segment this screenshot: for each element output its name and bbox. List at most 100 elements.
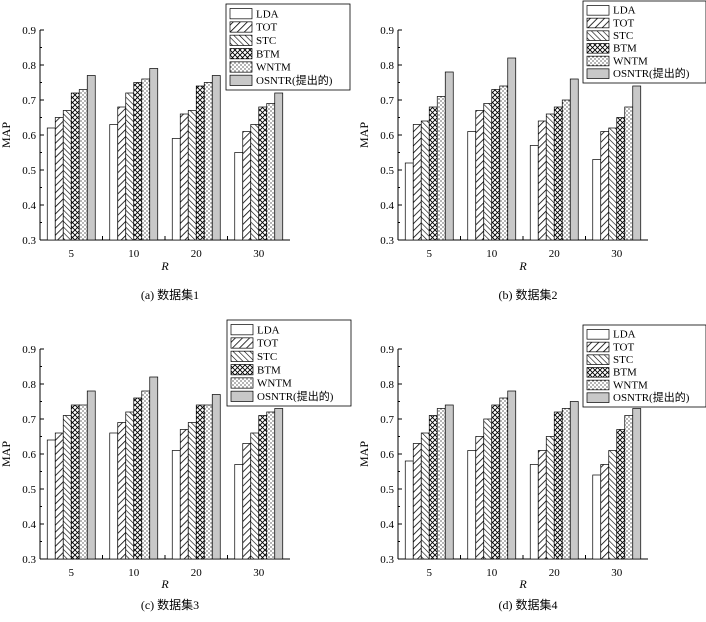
y-tick-label: 0.5 [22, 484, 36, 496]
bar-osntr-r10 [149, 376, 159, 560]
bar-wntm-r10 [141, 78, 151, 241]
y-tick-label: 0.6 [22, 449, 36, 461]
bar-lda-r10 [109, 432, 119, 560]
bar-osntr-r10 [507, 390, 517, 560]
bar-lda-r5 [46, 127, 56, 241]
legend-swatch [586, 392, 610, 403]
x-tick-label: 5 [69, 567, 75, 579]
bar-tot-r20 [537, 450, 547, 560]
panel-caption: (b) 数据集2 [499, 287, 558, 302]
x-tick-label: 5 [69, 248, 75, 260]
bar-osntr-r5 [86, 75, 96, 241]
y-tick-label: 0.5 [22, 165, 36, 177]
y-tick-label: 0.3 [380, 554, 394, 566]
bar-btm-r5 [70, 92, 80, 241]
bar-stc-r30 [250, 124, 260, 241]
bar-tot-r20 [179, 113, 189, 241]
x-tick-label: 30 [253, 567, 265, 579]
y-tick-label: 0.7 [22, 95, 36, 107]
legend-label: BTM [613, 367, 637, 379]
bar-stc-r20 [187, 422, 197, 560]
legend-swatch [586, 30, 610, 41]
legend-label: LDA [256, 8, 279, 20]
bar-wntm-r20 [561, 99, 571, 241]
x-tick-label: 20 [549, 567, 561, 579]
bar-osntr-r10 [149, 68, 159, 241]
legend-label: BTM [613, 43, 637, 55]
legend-swatch [586, 5, 610, 16]
y-axis-title: MAP [0, 441, 13, 467]
bar-osntr-r30 [632, 408, 642, 560]
bar-btm-r30 [616, 117, 626, 241]
legend-swatch [586, 341, 610, 353]
bar-tot-r5 [54, 432, 64, 560]
x-tick-label: 20 [549, 248, 561, 260]
y-tick-label: 0.7 [380, 95, 394, 107]
bar-osntr-r30 [632, 85, 642, 241]
y-tick-label: 0.7 [22, 414, 36, 426]
bar-stc-r5 [62, 110, 72, 241]
legend-label: STC [256, 35, 276, 47]
x-tick-label: 10 [486, 567, 498, 579]
bar-stc-r20 [187, 110, 197, 241]
bar-stc-r5 [420, 432, 430, 560]
bar-tot-r10 [117, 106, 127, 241]
legend-swatch [586, 17, 610, 29]
bar-osntr-r20 [211, 394, 221, 560]
bar-stc-r10 [483, 418, 493, 560]
legend-label: WNTM [257, 378, 292, 390]
y-axis-title: MAP [0, 122, 13, 148]
chart-panel-3: 0.3 0.4 0.5 0.6 0.7 0.8 0.9 5 10 20 30 MAP R (c) 数据集3… [0, 319, 352, 612]
x-tick-label: 20 [191, 248, 203, 260]
bar-stc-r10 [483, 103, 493, 241]
bar-btm-r30 [258, 415, 268, 560]
x-tick-label: 5 [427, 567, 433, 579]
bar-stc-r5 [62, 415, 72, 560]
y-tick-label: 0.9 [380, 25, 394, 37]
legend-swatch [230, 350, 254, 362]
bar-btm-r10 [491, 404, 501, 560]
bar-stc-r30 [250, 432, 260, 560]
legend-swatch [586, 329, 610, 340]
legend-label: OSNTR(提出的) [613, 66, 690, 80]
bar-btm-r30 [258, 106, 268, 241]
legend-swatch [230, 324, 254, 336]
bar-tot-r30 [242, 443, 252, 560]
legend-label: LDA [613, 5, 636, 17]
bar-stc-r20 [545, 436, 555, 560]
bar-btm-r5 [70, 404, 80, 560]
panel-caption: (a) 数据集1 [141, 287, 199, 302]
legend-swatch [229, 34, 253, 46]
bar-btm-r10 [491, 89, 501, 241]
x-tick-label: 30 [253, 248, 265, 260]
bar-tot-r10 [475, 110, 485, 241]
bar-wntm-r10 [499, 397, 509, 560]
bar-lda-r10 [467, 131, 477, 241]
bar-wntm-r30 [624, 415, 634, 560]
legend-label: TOT [256, 22, 277, 34]
x-tick-label: 10 [486, 248, 498, 260]
bar-wntm-r5 [78, 404, 88, 560]
y-tick-label: 0.7 [380, 414, 394, 426]
legend-swatch [586, 55, 610, 67]
chart-panel-4: 0.3 0.4 0.5 0.6 0.7 0.8 0.9 5 10 20 30 MAP R (d) 数据集4… [357, 324, 706, 612]
y-tick-label: 0.9 [380, 344, 394, 356]
bar-lda-r30 [592, 159, 602, 241]
x-tick-label: 10 [128, 567, 140, 579]
y-tick-label: 0.4 [380, 519, 394, 531]
bar-btm-r20 [195, 85, 205, 241]
legend-label: TOT [257, 338, 278, 350]
y-tick-label: 0.8 [22, 379, 36, 391]
legend-label: WNTM [613, 55, 648, 67]
legend-label: BTM [257, 364, 281, 376]
bar-lda-r20 [171, 138, 181, 241]
y-tick-label: 0.8 [380, 60, 394, 72]
bar-tot-r5 [412, 443, 422, 560]
y-axis-title: MAP [357, 122, 371, 148]
panel-caption: (d) 数据集4 [499, 597, 558, 612]
legend-label: LDA [257, 324, 280, 336]
legend-swatch [230, 377, 254, 389]
y-tick-label: 0.6 [380, 130, 394, 142]
